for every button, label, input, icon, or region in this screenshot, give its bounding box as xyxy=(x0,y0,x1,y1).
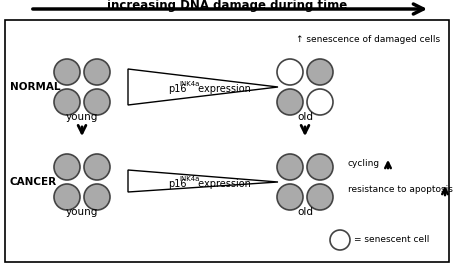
Text: INK4a: INK4a xyxy=(179,81,199,87)
Text: old: old xyxy=(297,112,313,122)
Circle shape xyxy=(84,154,110,180)
Circle shape xyxy=(277,154,303,180)
Polygon shape xyxy=(128,170,278,192)
Circle shape xyxy=(54,89,80,115)
Text: CANCER: CANCER xyxy=(10,177,57,187)
Circle shape xyxy=(307,89,333,115)
Polygon shape xyxy=(128,69,278,105)
Circle shape xyxy=(84,59,110,85)
Text: INK4a: INK4a xyxy=(179,176,199,182)
Circle shape xyxy=(330,230,350,250)
Text: old: old xyxy=(297,207,313,217)
Circle shape xyxy=(54,154,80,180)
Text: p16: p16 xyxy=(168,179,187,189)
Text: expression: expression xyxy=(195,179,251,189)
Circle shape xyxy=(277,89,303,115)
Text: young: young xyxy=(66,207,98,217)
Text: expression: expression xyxy=(195,84,251,94)
Circle shape xyxy=(307,154,333,180)
Circle shape xyxy=(307,59,333,85)
Circle shape xyxy=(84,184,110,210)
Text: p16: p16 xyxy=(168,84,187,94)
Circle shape xyxy=(84,89,110,115)
Text: = senescent cell: = senescent cell xyxy=(354,236,429,245)
Circle shape xyxy=(54,59,80,85)
Circle shape xyxy=(307,184,333,210)
Text: resistance to apoptosis: resistance to apoptosis xyxy=(348,186,453,194)
FancyBboxPatch shape xyxy=(5,20,449,262)
Circle shape xyxy=(277,59,303,85)
Circle shape xyxy=(54,184,80,210)
Circle shape xyxy=(277,184,303,210)
Text: cycling: cycling xyxy=(348,159,380,168)
Text: ↑ senescence of damaged cells: ↑ senescence of damaged cells xyxy=(296,35,440,44)
Text: young: young xyxy=(66,112,98,122)
Text: increasing DNA damage during time: increasing DNA damage during time xyxy=(107,0,347,11)
Text: NORMAL: NORMAL xyxy=(10,82,60,92)
